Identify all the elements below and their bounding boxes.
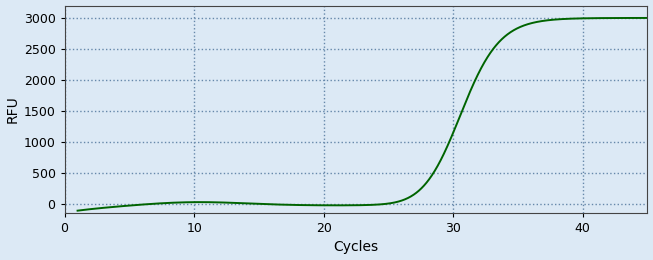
X-axis label: Cycles: Cycles [334, 240, 379, 255]
Y-axis label: RFU: RFU [6, 95, 20, 123]
